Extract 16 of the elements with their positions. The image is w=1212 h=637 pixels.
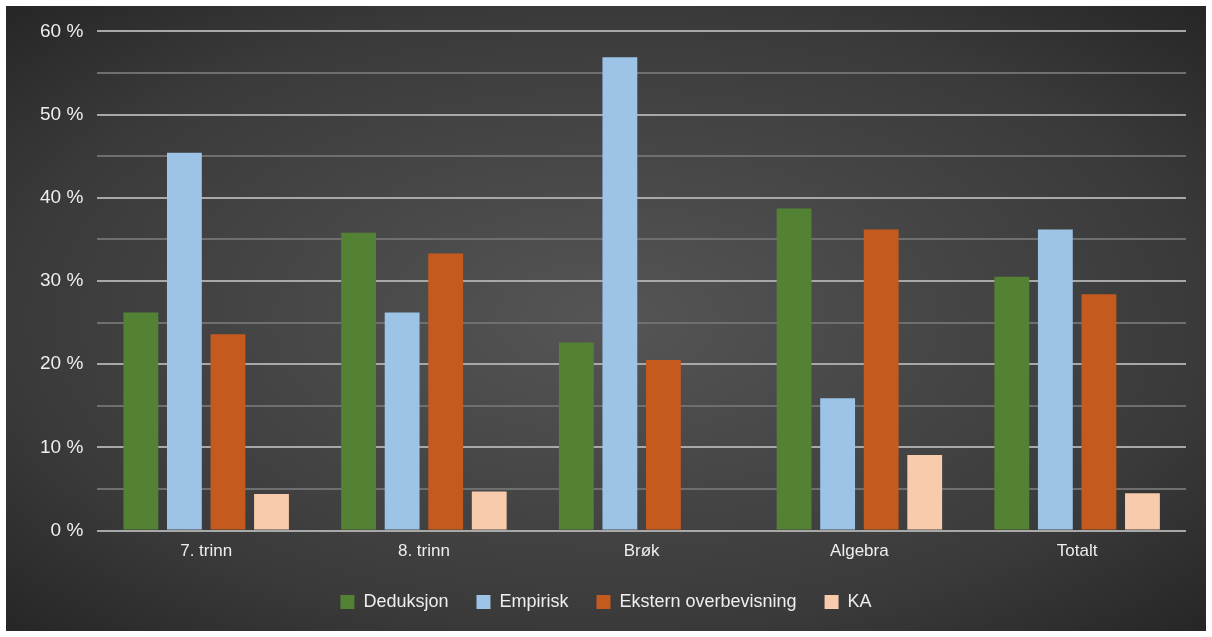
legend-label: KA [847, 590, 872, 611]
x-tick-label: Brøk [623, 541, 661, 561]
x-tick-label: 8. trinn [397, 541, 450, 561]
legend-label: Empirisk [499, 590, 570, 611]
x-tick-label: Totalt [1056, 541, 1098, 561]
y-tick-label: 20 % [39, 352, 84, 374]
y-tick-label: 60 % [39, 19, 84, 41]
x-tick-label: Algebra [830, 541, 890, 561]
legend-label: Ekstern overbevisning [619, 590, 797, 611]
y-tick-label: 40 % [39, 186, 84, 208]
y-tick-label: 50 % [39, 102, 84, 124]
y-tick-label: 0 % [50, 518, 84, 540]
legend-label: Deduksjon [363, 590, 449, 611]
y-tick-label: 30 % [39, 269, 84, 291]
y-tick-label: 10 % [39, 435, 84, 457]
x-tick-label: 7. trinn [180, 541, 233, 561]
